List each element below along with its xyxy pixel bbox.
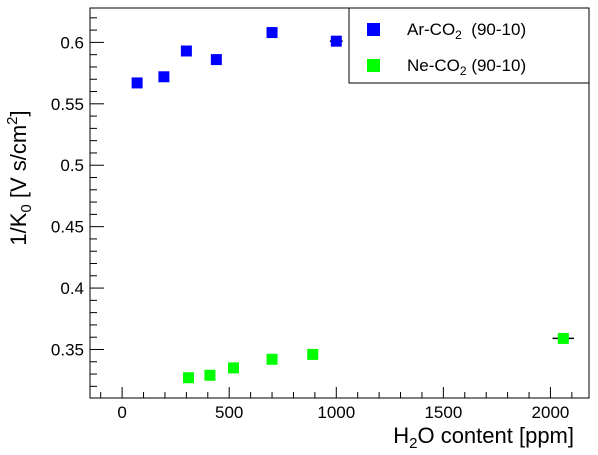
data-point: [307, 348, 319, 360]
series-0: [131, 27, 343, 89]
x-axis: 0 500 1000 1500 2000: [100, 387, 573, 422]
series-1: [183, 332, 575, 384]
x-axis-title: H2O content [ppm]: [393, 423, 574, 452]
y-tick-label: 0.4: [60, 279, 84, 298]
x-tick-label: 0: [117, 403, 126, 422]
legend-marker-ne: [367, 59, 380, 72]
x-tick-label: 1500: [424, 403, 462, 422]
data-point: [158, 71, 170, 83]
y-tick-label: 0.55: [51, 95, 84, 114]
y-tick-label: 0.6: [60, 33, 84, 52]
data-point: [227, 362, 239, 374]
data-point: [330, 35, 342, 47]
legend-label-ne: Ne-CO2 (90-10): [407, 56, 526, 78]
x-tick-label: 2000: [532, 403, 570, 422]
legend-label-ar: Ar-CO2 (90-10): [407, 20, 526, 42]
legend-box: [348, 7, 590, 84]
y-axis: 0.35 0.4 0.45 0.5 0.55 0.6: [51, 17, 104, 387]
y-tick-label: 0.35: [51, 340, 84, 359]
legend: Ar-CO2 (90-10) Ne-CO2 (90-10): [348, 7, 590, 84]
y-axis-title: 1/K0 [V s/cm2]: [4, 110, 35, 245]
data-point: [183, 372, 195, 384]
data-point: [131, 77, 143, 89]
y-tick-label: 0.45: [51, 218, 84, 237]
y-tick-label: 0.5: [60, 156, 84, 175]
data-point: [204, 369, 216, 381]
series-layer: [131, 27, 575, 384]
plot-frame: [89, 7, 590, 399]
legend-marker-ar: [367, 23, 380, 36]
data-point: [266, 27, 278, 39]
data-point: [266, 353, 278, 365]
x-tick-label: 500: [215, 403, 243, 422]
data-point: [180, 45, 192, 57]
data-point: [557, 332, 569, 344]
data-point: [210, 54, 222, 66]
x-tick-label: 1000: [317, 403, 355, 422]
